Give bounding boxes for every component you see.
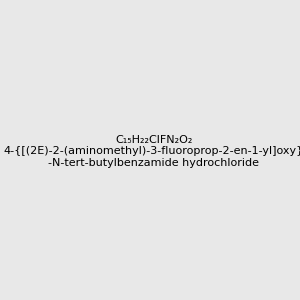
Text: C₁₅H₂₂ClFN₂O₂
4-{[(2E)-2-(aminomethyl)-3-fluoroprop-2-en-1-yl]oxy}
-N-tert-butyl: C₁₅H₂₂ClFN₂O₂ 4-{[(2E)-2-(aminomethyl)-3… — [4, 135, 300, 168]
